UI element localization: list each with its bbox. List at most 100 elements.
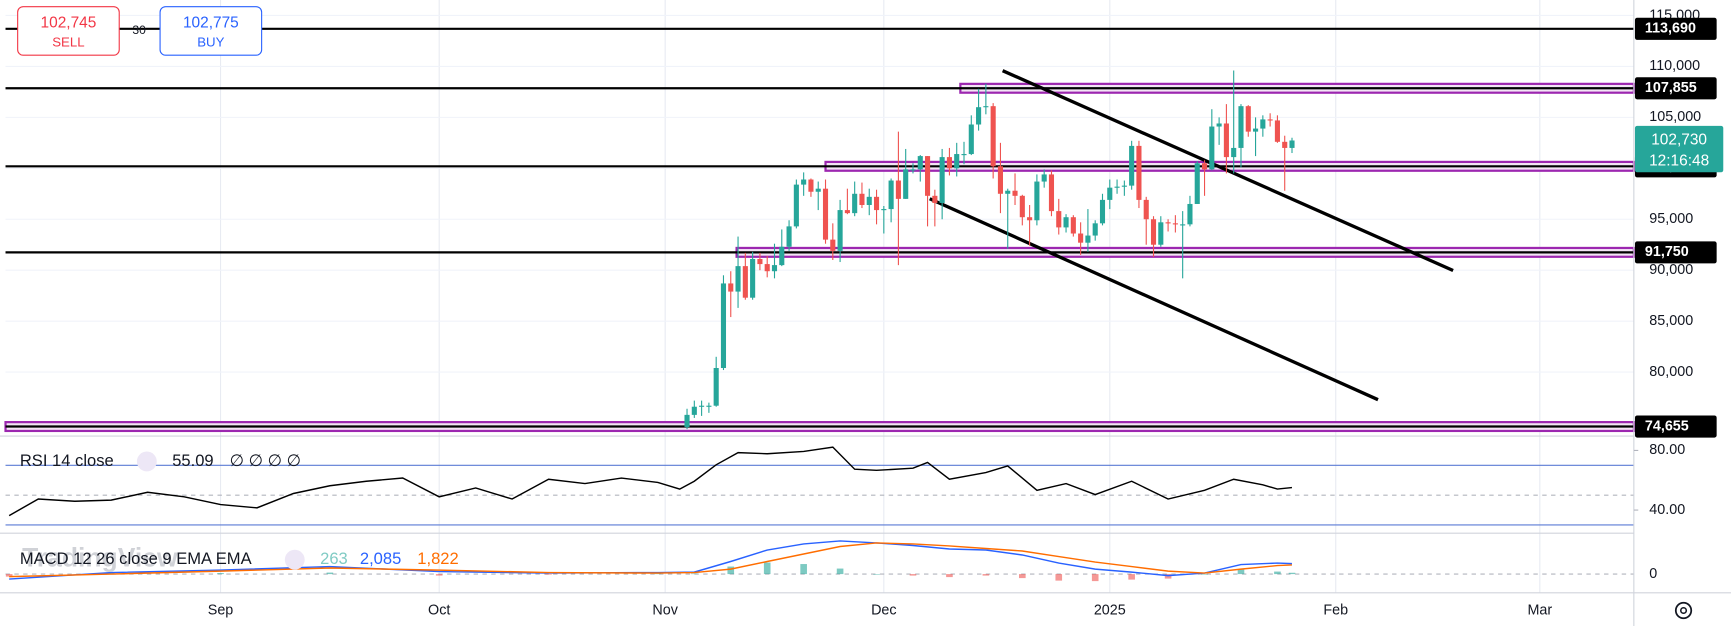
rsi-tick-label: 40.00 [1649,502,1685,518]
candle-body [720,283,727,369]
macd-histogram-bar [5,574,13,577]
x-tick-label: Feb [1323,602,1348,618]
level-label-box [1634,77,1717,100]
countdown: 12:16:48 [1649,152,1709,169]
candle-body [750,258,756,298]
candle-body [990,106,996,167]
x-tick-label: Mar [1527,602,1552,618]
x-tick-label: Dec [871,602,897,618]
candle-body [1172,223,1178,225]
candle-body [917,156,923,170]
candle-body [1078,233,1084,243]
candle-body [939,157,945,203]
macd-histogram-bar [1019,574,1026,579]
macd-histogram-bar [1288,572,1296,575]
macd-histogram-bar [1237,569,1245,575]
level-label: 91,750 [1645,244,1689,260]
macd-histogram-bar [1128,574,1135,580]
candle-body [961,154,967,156]
candle-body [786,226,792,247]
trend-line [1001,69,1454,273]
candle-body [699,405,705,407]
macd-histogram-bar [107,572,115,575]
candle-body [1121,185,1127,187]
candle-body [815,188,821,192]
candle-body [1063,217,1069,228]
candle-body [764,264,770,272]
rsi-settings-icon[interactable] [136,451,157,472]
sell-price[interactable]: 102,745 [41,14,97,31]
rsi-value: 55.09 [172,451,213,470]
candle-body [873,196,880,211]
candle-body [1194,163,1200,204]
macd-histogram-bar [435,574,443,576]
candle-body [1092,223,1098,236]
macd-histogram-bar [982,574,990,576]
buy-price[interactable]: 102,775 [183,14,239,31]
candle-body [1260,119,1266,129]
macd-histogram-bar [1055,574,1063,581]
rsi-tick-label: 80.00 [1649,442,1685,458]
candle-body [976,107,982,125]
candle-body [684,414,690,428]
y-tick-label: 85,000 [1649,313,1693,329]
sell-button[interactable] [17,6,120,56]
level-label: 107,855 [1645,80,1697,96]
macd-histogram-bar [763,562,771,575]
macd-title[interactable]: MACD 12 26 close 9 EMA EMA [20,549,252,568]
candle-body [968,124,974,155]
y-tick-label: 105,000 [1649,109,1701,125]
level-label-box [1634,17,1717,40]
candle-body [837,210,843,251]
signal-line [9,542,1292,578]
macd-histogram-bar [800,564,807,575]
candle-body [1216,123,1222,127]
candle-body [793,184,799,227]
candle-body [888,180,894,210]
macd-hist-value: 263 [320,549,348,568]
candle-body [1070,217,1076,234]
candle-body [1136,145,1142,200]
candle-body [1180,224,1186,226]
candle-body [852,193,858,214]
macd-histogram-bar [873,574,880,575]
macd-value: 2,085 [360,549,401,568]
candle-body [728,283,734,292]
candle-body [771,265,778,272]
candle-body [713,368,719,406]
macd-histogram-bar [326,572,334,575]
candle-body [1245,106,1251,132]
x-tick-label: Sep [208,602,234,618]
trend-line [929,197,1379,402]
settings-icon-center[interactable] [1679,606,1688,615]
candle-body [954,154,960,169]
settings-icon[interactable] [1674,601,1693,620]
candle-body [1085,235,1091,243]
y-tick-label: 90,000 [1649,262,1693,278]
rsi-title[interactable]: RSI 14 close [20,451,114,470]
candle-body [1223,123,1229,158]
buy-label[interactable]: BUY [197,35,224,50]
macd-settings-icon[interactable] [284,549,305,570]
sell-label[interactable]: SELL [52,35,84,50]
macd-histogram-bar [691,573,698,575]
x-tick-label: 2025 [1094,602,1126,618]
watermark: TradingView [22,543,178,573]
candle-body [895,180,901,199]
level-label-box [1634,415,1717,438]
candle-body [1267,119,1273,121]
macd-histogram-bar [836,568,844,575]
candle-body [1027,217,1033,221]
candle-body [1019,195,1025,218]
macd-histogram-bar [727,566,735,575]
current-price: 102,730 [1651,131,1707,148]
candle-body [1150,219,1157,245]
macd-histogram-bar [1091,574,1099,582]
candle-body [1201,163,1208,170]
buy-button[interactable] [159,6,263,56]
candle-body [1129,145,1135,186]
macd-histogram-bar [654,573,662,575]
candle-body [997,166,1004,194]
